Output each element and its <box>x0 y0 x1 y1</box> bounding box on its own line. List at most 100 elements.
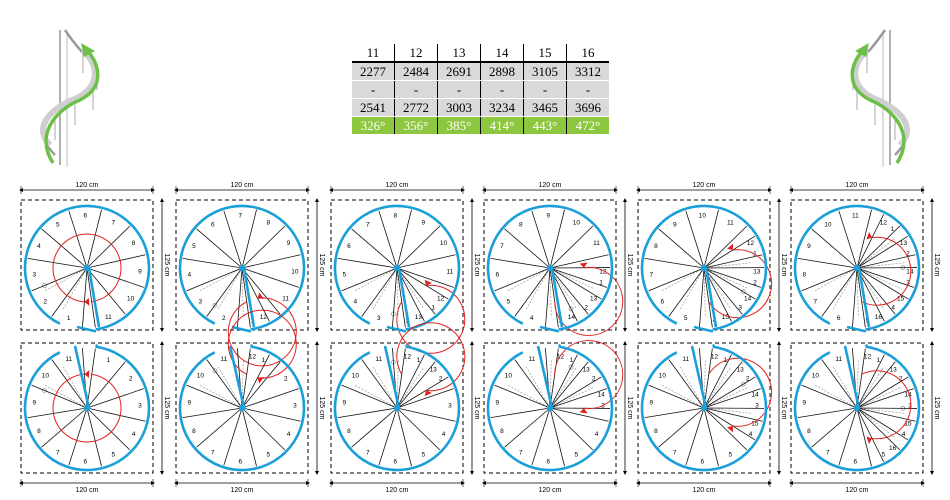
step-number: 8 <box>654 243 658 250</box>
step-number: 8 <box>192 428 196 435</box>
walk-line <box>861 236 912 306</box>
direction-arrow <box>866 436 873 445</box>
step-number: 7 <box>366 221 370 228</box>
extra-step-marker <box>212 368 218 374</box>
extra-step-line <box>660 384 705 409</box>
step-line <box>81 267 88 328</box>
step-line <box>531 407 551 466</box>
step-line <box>494 384 551 409</box>
width-label: 120 cm <box>846 182 869 189</box>
step-line <box>703 254 763 269</box>
step-number: 8 <box>394 213 398 220</box>
depth-label: 125 cm <box>473 397 480 420</box>
extra-step-line <box>396 267 425 310</box>
table-header-row: 11 12 13 14 15 16 <box>352 44 609 63</box>
direction-arrow <box>84 297 90 306</box>
direction-arrow <box>579 262 588 268</box>
step-line <box>703 225 748 269</box>
railing-entry <box>231 325 252 333</box>
step-line <box>241 267 281 315</box>
footprint-box <box>330 199 464 331</box>
center-column <box>393 404 401 412</box>
railing-entry <box>539 325 560 333</box>
step-number: 4 <box>530 315 534 322</box>
step-line <box>490 407 551 418</box>
walk-line <box>52 233 122 303</box>
step-number: 11 <box>727 220 734 227</box>
railing-outline <box>793 345 921 472</box>
step-number: 3 <box>199 298 203 305</box>
step-number: 3 <box>293 403 297 410</box>
step-number: 13 <box>900 240 908 247</box>
step-number: 9 <box>188 399 192 406</box>
step-number: 5 <box>56 221 60 228</box>
step-line <box>856 235 909 269</box>
step-line <box>549 388 607 409</box>
step-line <box>196 228 243 269</box>
step-number: 9 <box>138 268 142 275</box>
step-line <box>396 407 456 422</box>
railing-entry <box>87 267 101 328</box>
step-number: 4 <box>132 431 136 438</box>
step-line <box>644 407 705 418</box>
walk-line <box>227 309 297 379</box>
table-cell: 3465 <box>523 98 567 117</box>
step-number: 11 <box>682 356 689 363</box>
step-number: 1 <box>107 357 111 364</box>
step-number: 3 <box>908 403 912 410</box>
extra-step-line <box>396 267 399 318</box>
step-line <box>544 267 551 328</box>
step-number: 11 <box>447 268 454 275</box>
footprint-box <box>330 342 464 474</box>
extra-step-line <box>372 267 398 311</box>
center-column <box>83 264 91 272</box>
step-line <box>856 225 901 269</box>
extra-step-marker <box>740 381 746 387</box>
railing-outline <box>640 204 768 331</box>
step-line <box>856 267 896 315</box>
step-number: 3 <box>377 315 381 322</box>
step-number: 6 <box>837 315 841 322</box>
step-line <box>86 407 131 451</box>
railing-entry <box>693 325 714 333</box>
step-line <box>549 407 594 451</box>
step-line <box>51 359 88 409</box>
step-number: 3 <box>755 403 759 410</box>
step-line <box>703 361 743 409</box>
extra-step-line <box>43 267 88 292</box>
step-line <box>703 267 743 315</box>
step-line <box>856 254 916 269</box>
step-number: 11 <box>282 296 289 303</box>
center-column <box>238 404 246 412</box>
step-number: 5 <box>507 298 511 305</box>
railing-entry <box>711 343 716 347</box>
step-line <box>838 210 858 269</box>
step-line <box>68 210 88 269</box>
step-line <box>797 407 858 418</box>
railing-outline <box>333 204 461 331</box>
width-label: 120 cm <box>386 487 409 494</box>
step-number: 4 <box>902 431 906 438</box>
step-number: 6 <box>211 221 215 228</box>
step-line <box>549 267 589 315</box>
step-line <box>658 407 705 448</box>
step-line <box>196 407 243 448</box>
railing-outline <box>333 345 461 472</box>
extra-step-line <box>856 267 859 318</box>
step-number: 10 <box>699 213 707 220</box>
step-number: 6 <box>84 458 88 465</box>
step-number: 11 <box>835 356 842 363</box>
extra-step-line <box>703 267 749 290</box>
table-cell: - <box>523 80 567 99</box>
step-number: 12 <box>864 354 872 361</box>
step-line <box>86 267 96 328</box>
step-line <box>351 228 398 269</box>
depth-label: 125 cm <box>163 254 170 277</box>
step-number: 9 <box>496 399 500 406</box>
step-line <box>241 407 301 422</box>
step-number: 7 <box>673 450 677 457</box>
extra-step-line <box>396 366 425 409</box>
step-line <box>241 354 270 409</box>
step-line <box>856 388 914 409</box>
